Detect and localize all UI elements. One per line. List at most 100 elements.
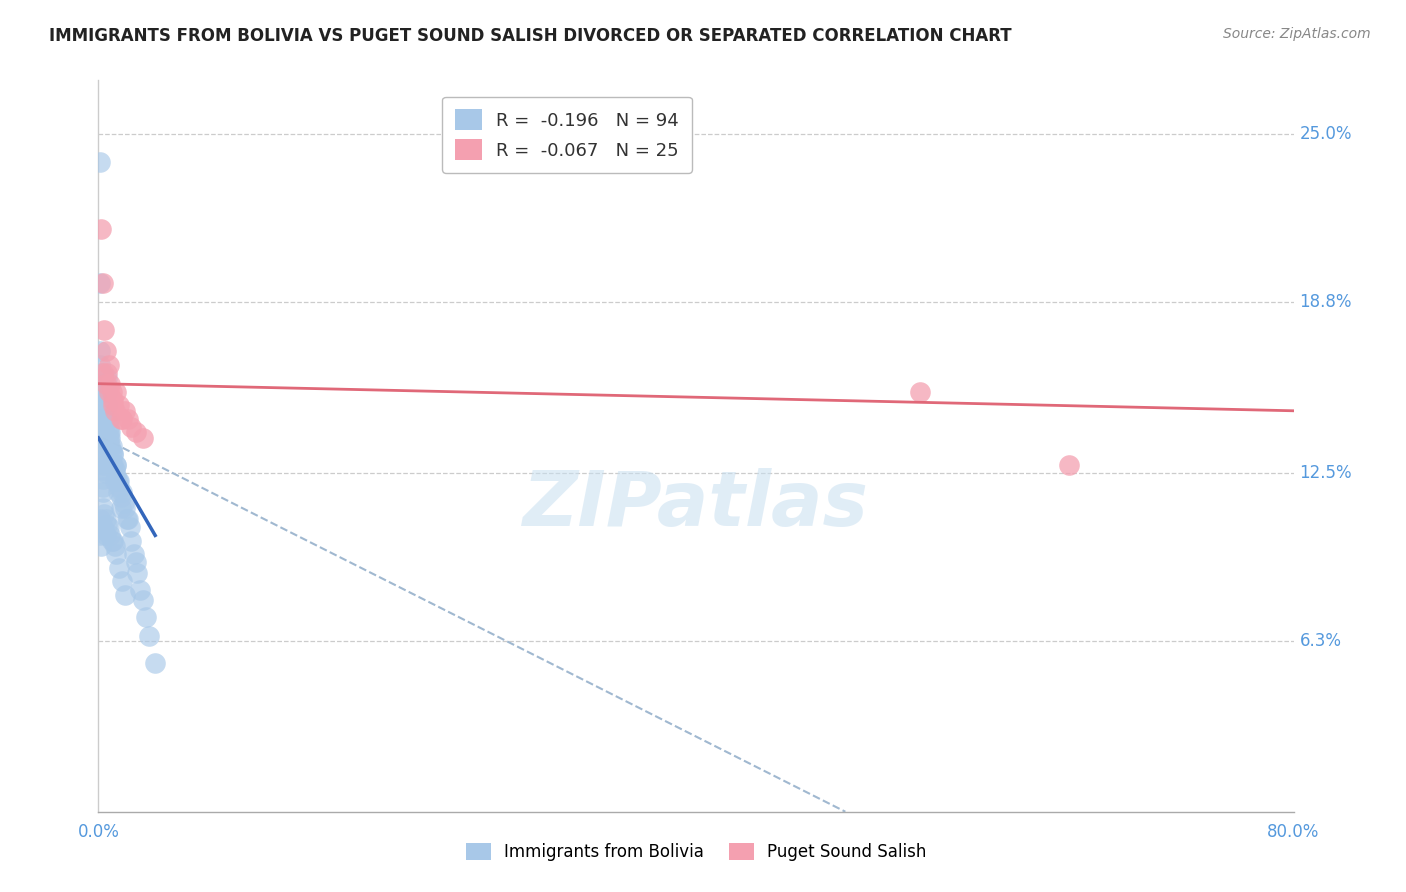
Point: [89, 344, 111, 359]
Point: [101, 444, 124, 458]
Text: 12.5%: 12.5%: [1299, 464, 1353, 482]
Point: [96, 384, 118, 399]
Point: [101, 533, 124, 548]
Point: [114, 588, 136, 602]
Point: [105, 468, 128, 483]
Point: [98, 425, 122, 440]
Point: [97, 358, 120, 372]
Point: [94, 404, 117, 418]
Point: [93, 507, 115, 521]
Text: IMMIGRANTS FROM BOLIVIA VS PUGET SOUND SALISH DIVORCED OR SEPARATED CORRELATION : IMMIGRANTS FROM BOLIVIA VS PUGET SOUND S…: [49, 27, 1012, 45]
Point: [91, 501, 114, 516]
Point: [94, 512, 117, 526]
Point: [107, 485, 129, 500]
Point: [94, 447, 117, 461]
Point: [111, 485, 134, 500]
Point: [98, 528, 122, 542]
Point: [90, 222, 112, 236]
Point: [103, 447, 125, 461]
Point: [101, 439, 124, 453]
Point: [98, 376, 122, 391]
Point: [93, 384, 115, 399]
Point: [89, 404, 111, 418]
Point: [96, 517, 118, 532]
Point: [94, 376, 117, 391]
Point: [104, 404, 127, 418]
Point: [104, 463, 127, 477]
Point: [94, 528, 117, 542]
Point: [91, 277, 114, 291]
Point: [112, 496, 135, 510]
Text: 6.3%: 6.3%: [1299, 632, 1341, 650]
Point: [103, 392, 125, 407]
Point: [104, 474, 127, 488]
Point: [89, 376, 111, 391]
Text: ZIPatlas: ZIPatlas: [523, 467, 869, 541]
Point: [90, 539, 112, 553]
Point: [98, 431, 122, 445]
Point: [89, 358, 111, 372]
Legend: Immigrants from Bolivia, Puget Sound Salish: Immigrants from Bolivia, Puget Sound Sal…: [457, 834, 935, 869]
Point: [105, 458, 128, 472]
Point: [908, 384, 931, 399]
Point: [91, 463, 114, 477]
Point: [91, 366, 114, 380]
Point: [110, 491, 132, 505]
Point: [91, 480, 114, 494]
Point: [127, 566, 149, 581]
Point: [108, 480, 131, 494]
Point: [143, 656, 166, 670]
Point: [110, 501, 132, 516]
Point: [97, 520, 120, 534]
Point: [90, 412, 112, 426]
Point: [103, 447, 125, 461]
Point: [93, 431, 115, 445]
Point: [91, 471, 114, 485]
Point: [93, 384, 115, 399]
Text: 18.8%: 18.8%: [1299, 293, 1353, 311]
Point: [118, 520, 141, 534]
Point: [103, 458, 125, 472]
Point: [89, 277, 111, 291]
Point: [94, 344, 117, 359]
Point: [97, 384, 120, 399]
Point: [89, 512, 111, 526]
Point: [98, 439, 122, 453]
Point: [114, 501, 136, 516]
Point: [104, 539, 127, 553]
Point: [117, 512, 139, 526]
Point: [91, 485, 114, 500]
Point: [90, 366, 112, 380]
Point: [111, 574, 134, 589]
Text: 25.0%: 25.0%: [1299, 126, 1353, 144]
Point: [96, 371, 118, 385]
Point: [94, 466, 117, 480]
Point: [91, 458, 114, 472]
Point: [90, 384, 112, 399]
Point: [132, 431, 155, 445]
Point: [90, 431, 112, 445]
Point: [105, 458, 128, 472]
Point: [97, 425, 120, 440]
Point: [108, 474, 131, 488]
Point: [97, 420, 120, 434]
Point: [90, 452, 112, 467]
Point: [132, 593, 155, 607]
Point: [125, 425, 148, 440]
Point: [108, 561, 131, 575]
Point: [96, 412, 118, 426]
Point: [90, 425, 112, 440]
Point: [108, 398, 131, 412]
Point: [97, 431, 120, 445]
Point: [103, 398, 125, 412]
Point: [110, 412, 132, 426]
Point: [101, 458, 124, 472]
Point: [89, 384, 111, 399]
Point: [111, 412, 134, 426]
Point: [93, 417, 115, 432]
Point: [90, 439, 112, 453]
Point: [96, 366, 118, 380]
Point: [101, 384, 124, 399]
Point: [135, 609, 157, 624]
Point: [89, 154, 111, 169]
